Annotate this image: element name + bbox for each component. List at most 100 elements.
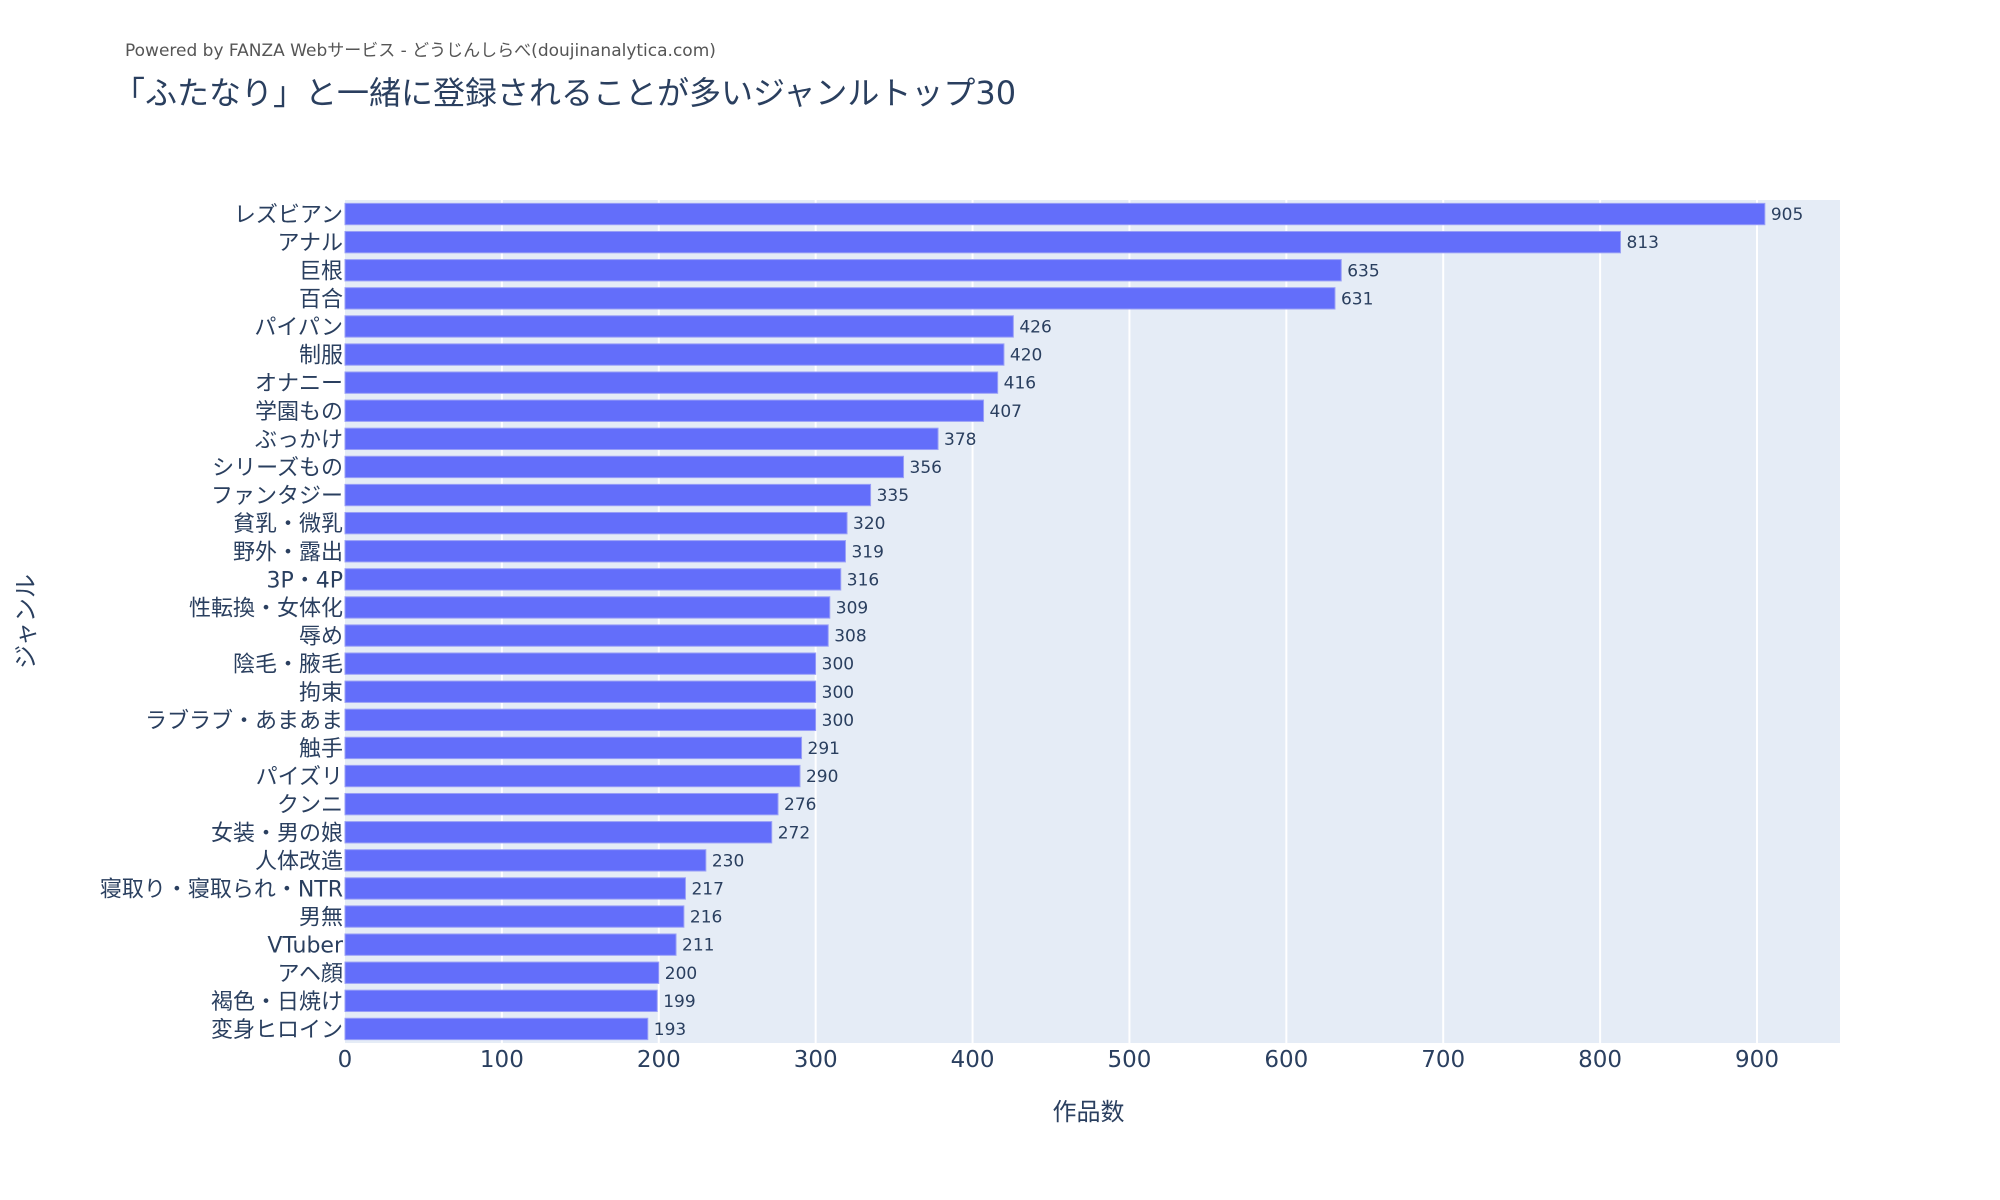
bar: [344, 399, 985, 422]
bar: [344, 652, 817, 675]
y-axis-title: ジャンル: [12, 574, 40, 669]
bar: [344, 680, 817, 703]
value-label: 426: [1019, 317, 1051, 337]
value-label: 200: [665, 964, 697, 984]
bar: [344, 877, 686, 900]
value-label: 420: [1010, 346, 1042, 366]
value-label: 378: [944, 430, 976, 450]
value-label: 635: [1347, 261, 1379, 281]
x-tick-label: 0: [338, 1047, 353, 1073]
x-tick-label: 400: [951, 1047, 995, 1073]
y-tick-label: パイズリ: [256, 765, 343, 790]
y-tick-label: アナル: [277, 231, 343, 256]
x-tick-label: 600: [1264, 1047, 1308, 1073]
y-tick-label: ぶっかけ: [255, 428, 343, 453]
bar: [344, 764, 801, 788]
bar: [344, 792, 779, 816]
y-tick-label: VTuber: [267, 934, 344, 959]
x-tick-label: 200: [637, 1047, 681, 1073]
value-label: 230: [712, 851, 744, 871]
y-tick-label: 学園もの: [255, 400, 343, 425]
y-tick-label: 寝取り・寝取られ・NTR: [100, 877, 343, 902]
value-label: 309: [836, 598, 868, 618]
x-tick-label: 700: [1421, 1047, 1465, 1073]
chart-title: 「ふたなり」と一緒に登録されることが多いジャンルトップ30: [113, 74, 1017, 112]
bar: [344, 371, 999, 394]
bar: [344, 849, 707, 872]
bar: [344, 961, 660, 984]
value-label: 300: [822, 683, 854, 703]
y-tick-label: ファンタジー: [211, 484, 343, 509]
value-label: 308: [834, 627, 866, 647]
x-tick-labels: 0 100 200 300 400 500 600 700 800 900: [338, 1047, 1779, 1073]
x-tick-label: 300: [794, 1047, 838, 1073]
y-tick-label: 触手: [299, 737, 343, 762]
bar: [344, 905, 685, 928]
value-label: 407: [990, 402, 1022, 422]
y-tick-label: 野外・露出: [233, 540, 343, 565]
value-label: 335: [877, 486, 909, 506]
bar: [344, 259, 1342, 282]
bar: [344, 540, 846, 563]
value-label: 216: [690, 908, 722, 928]
y-tick-label: パイパン: [254, 315, 343, 340]
y-tick-label: レズビアン: [234, 203, 343, 228]
y-tick-label: 巨根: [299, 259, 343, 284]
y-tick-label: 制服: [299, 344, 343, 369]
y-tick-label: 性転換・女体化: [189, 596, 343, 621]
bar: [344, 230, 1622, 254]
y-tick-label: 女装・男の娘: [211, 821, 343, 846]
bar: [344, 202, 1766, 226]
value-label: 211: [682, 936, 714, 956]
y-tick-label: 変身ヒロイン: [211, 1018, 343, 1043]
y-tick-label: 辱め: [299, 625, 343, 650]
bar: [344, 624, 829, 647]
bar: [344, 287, 1336, 310]
value-label: 276: [784, 795, 816, 815]
y-tick-label: 拘束: [299, 681, 343, 706]
chart-subtitle: Powered by FANZA Webサービス - どうじんしらべ(douji…: [125, 41, 716, 61]
y-tick-label: ラブラブ・あまあま: [145, 709, 343, 734]
y-tick-label: アヘ顔: [277, 962, 343, 987]
y-tick-label: 褐色・日焼け: [211, 990, 343, 1015]
bar: [344, 708, 817, 732]
bar: [344, 821, 773, 844]
bar: [344, 483, 872, 507]
x-tick-label: 800: [1578, 1047, 1622, 1073]
bar: [344, 933, 677, 956]
value-label: 290: [806, 767, 838, 787]
bar: [344, 427, 939, 451]
value-label: 291: [808, 739, 840, 759]
y-tick-label: クンニ: [277, 793, 343, 818]
value-label: 300: [822, 711, 854, 731]
plot-area: [345, 200, 1840, 1043]
y-tick-label: 陰毛・腋毛: [233, 653, 343, 678]
value-label: 193: [654, 1020, 686, 1040]
value-label: 813: [1627, 233, 1659, 253]
bar: [344, 511, 848, 535]
y-tick-label: オナニー: [255, 372, 343, 397]
bars: [344, 202, 1766, 1041]
x-tick-label: 500: [1107, 1047, 1151, 1073]
value-label: 319: [851, 542, 883, 562]
x-tick-label: 100: [480, 1047, 524, 1073]
y-tick-labels: レズビアンアナル巨根百合パイパン制服オナニー学園ものぶっかけシリーズものファンタ…: [100, 203, 344, 1043]
y-tick-label: 男無: [299, 906, 343, 931]
value-label: 905: [1771, 205, 1803, 225]
y-tick-label: 人体改造: [255, 849, 343, 874]
value-label: 356: [910, 458, 942, 478]
x-tick-label: 900: [1735, 1047, 1779, 1073]
bar: [344, 343, 1005, 366]
bar: [344, 455, 905, 479]
value-label: 272: [778, 823, 810, 843]
value-label: 320: [853, 514, 885, 534]
bar: [344, 1017, 649, 1041]
bar: [344, 315, 1014, 338]
value-label: 631: [1341, 289, 1373, 309]
y-tick-label: 百合: [299, 287, 343, 312]
bar: [344, 568, 842, 591]
y-tick-label: シリーズもの: [212, 456, 343, 481]
value-label: 199: [663, 992, 695, 1012]
value-label: 217: [691, 879, 723, 899]
